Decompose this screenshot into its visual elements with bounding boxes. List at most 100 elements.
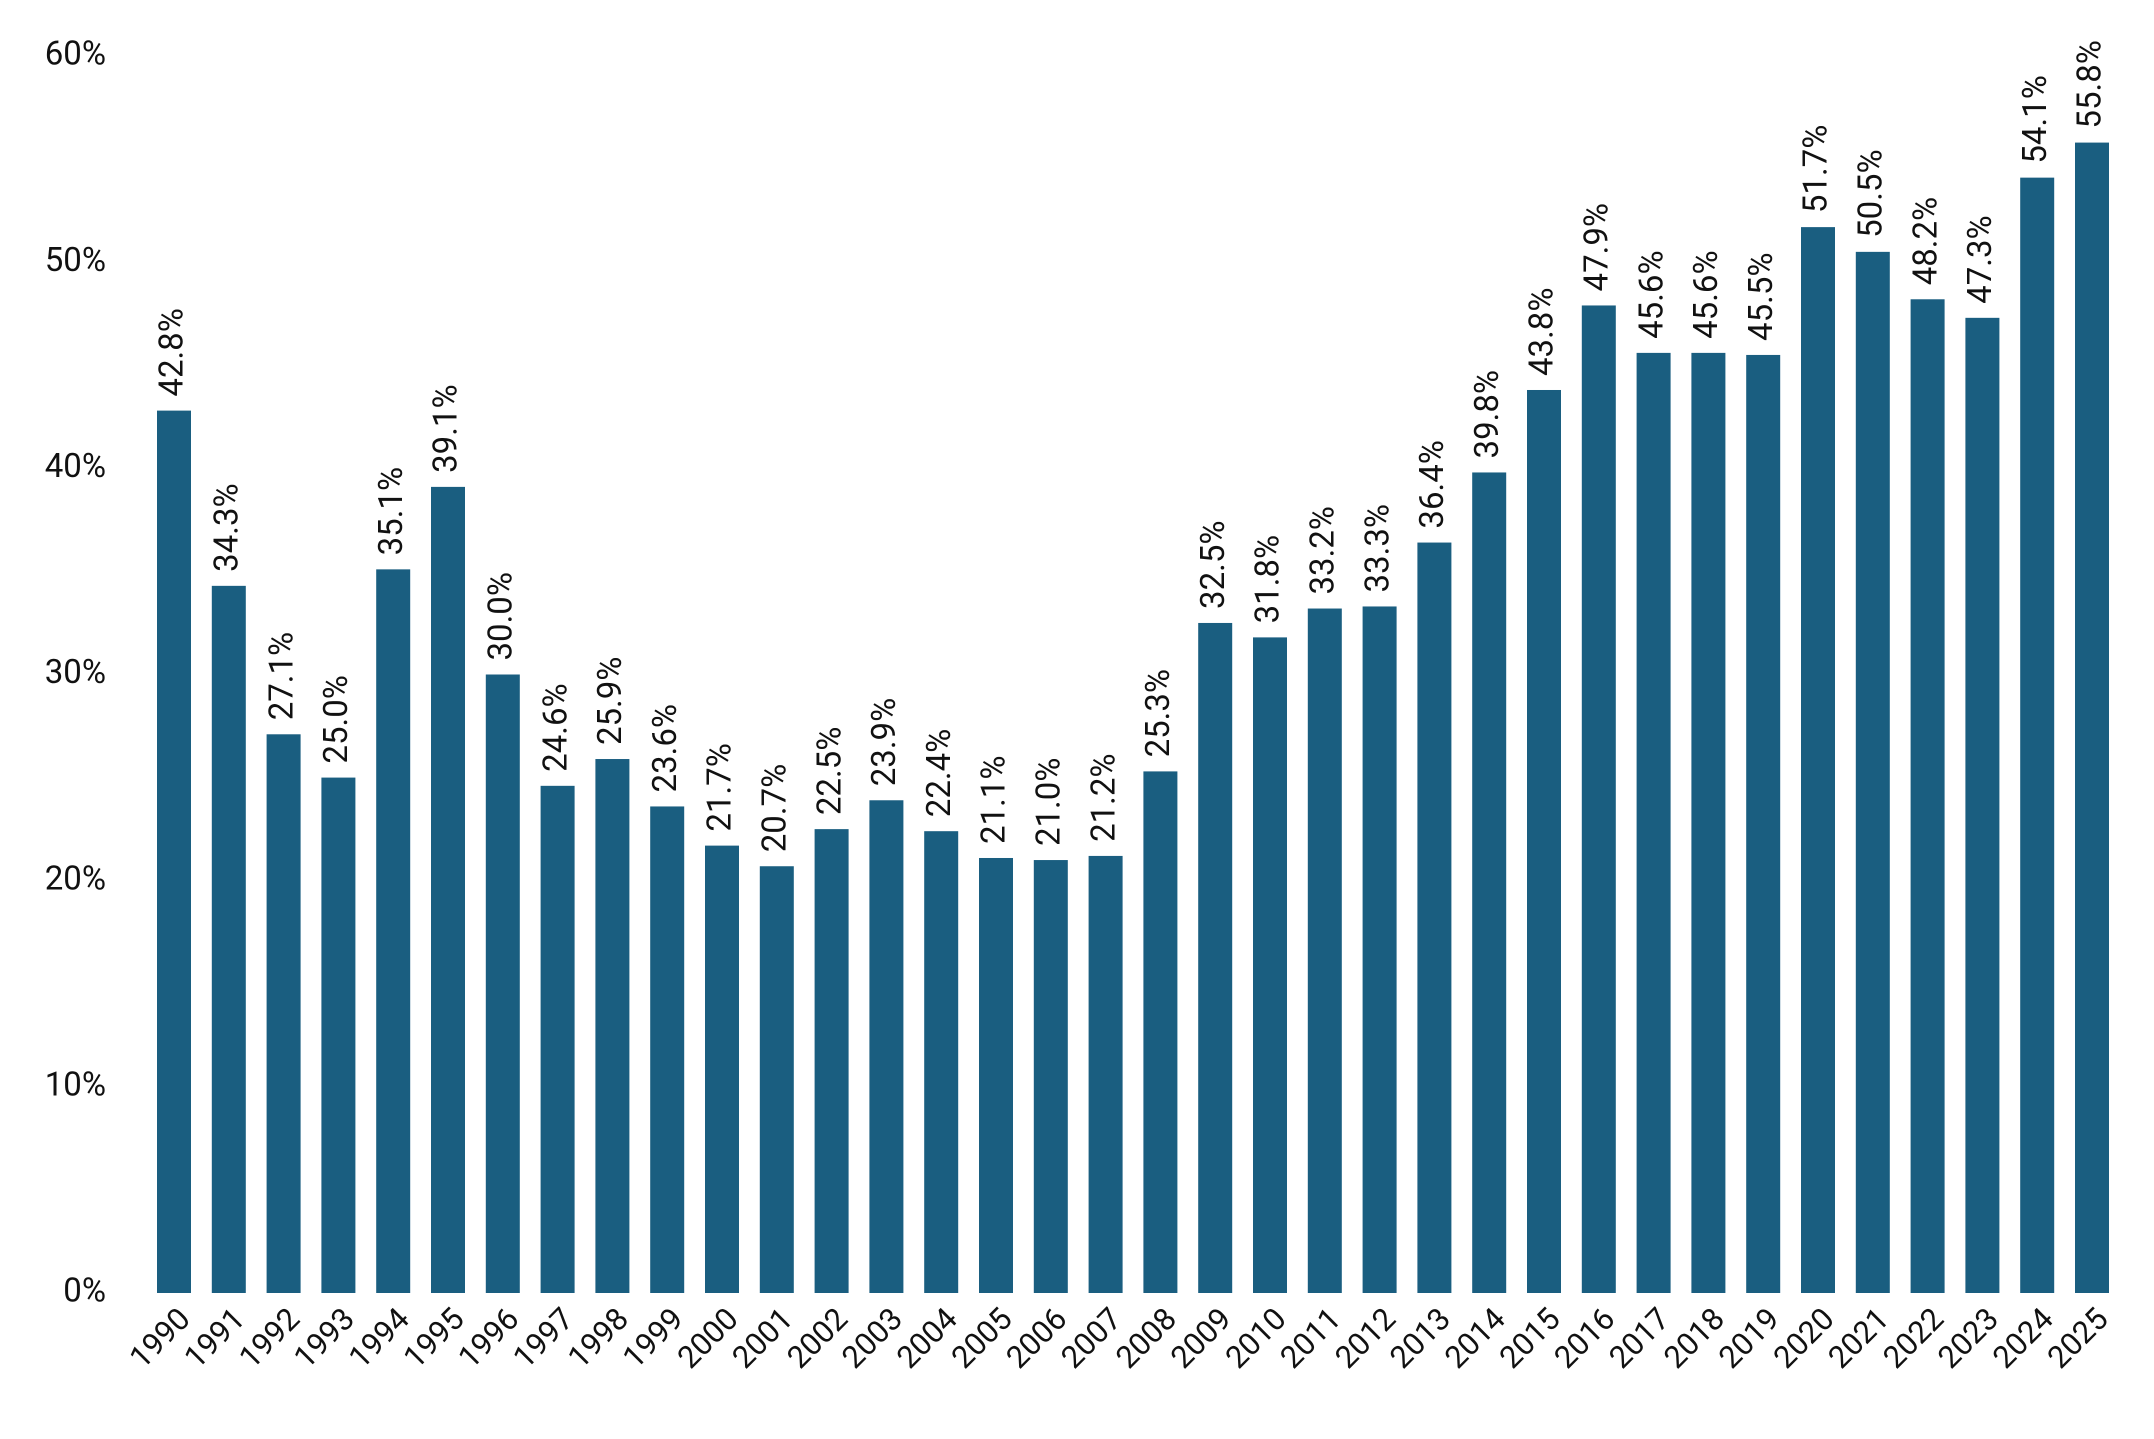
value-label: 36.4% [1413, 440, 1452, 529]
bar [1088, 855, 1123, 1293]
value-label: 21.1% [975, 755, 1014, 844]
value-label: 25.9% [591, 657, 630, 746]
value-label: 47.9% [1578, 203, 1617, 292]
bar [485, 674, 520, 1293]
x-tick-label: 2024 [1985, 1300, 2060, 1375]
bar [211, 585, 246, 1293]
value-label: 35.1% [372, 467, 411, 556]
value-label: 47.3% [1961, 215, 2000, 304]
value-label: 55.8% [2071, 40, 2110, 129]
value-label: 21.0% [1030, 758, 1069, 847]
bar [869, 800, 904, 1293]
value-label: 23.9% [865, 698, 904, 787]
value-label: 25.3% [1139, 669, 1178, 758]
x-tick-label: 2001 [725, 1300, 800, 1375]
y-tick-label: 10% [45, 1066, 106, 1105]
value-label: 22.5% [810, 727, 849, 816]
y-tick-label: 0% [63, 1272, 106, 1311]
x-tick-label: 2016 [1547, 1300, 1622, 1375]
bar [1033, 860, 1068, 1293]
y-tick-label: 60% [45, 35, 106, 74]
x-tick-label: 2021 [1821, 1300, 1896, 1375]
bar [1253, 637, 1287, 1293]
value-label: 24.6% [536, 683, 575, 772]
x-tick-label: 2009 [1163, 1300, 1238, 1375]
value-label: 21.2% [1084, 753, 1123, 842]
value-label: 45.6% [1687, 250, 1726, 339]
bar [1527, 389, 1561, 1293]
x-tick-label: 2000 [670, 1300, 745, 1375]
y-tick-label: 40% [45, 447, 106, 486]
x-tick-label: 2020 [1766, 1300, 1841, 1375]
bar [1417, 542, 1452, 1293]
value-label: 51.7% [1797, 125, 1836, 214]
x-tick-label: 1998 [560, 1300, 635, 1375]
x-tick-label: 1992 [232, 1300, 307, 1375]
bar [1746, 354, 1781, 1294]
x-tick-label: 2014 [1437, 1300, 1512, 1375]
x-tick-label: 2019 [1711, 1300, 1786, 1375]
x-tick-label: 1996 [451, 1300, 526, 1375]
x-tick-label: 2003 [834, 1300, 909, 1375]
bar [1801, 227, 1835, 1294]
x-tick-label: 2011 [1273, 1300, 1348, 1375]
bar [759, 866, 794, 1293]
value-label: 39.1% [427, 384, 466, 473]
x-tick-label: 2004 [889, 1300, 964, 1375]
value-label: 50.5% [1852, 149, 1891, 238]
x-tick-label: 2008 [1108, 1300, 1183, 1375]
bar [979, 857, 1013, 1293]
x-tick-label: 2015 [1492, 1300, 1567, 1375]
value-label: 39.8% [1468, 370, 1507, 459]
value-label: 30.0% [482, 572, 521, 661]
x-tick-label: 1990 [122, 1300, 197, 1375]
value-label: 20.7% [756, 764, 795, 853]
y-tick-label: 50% [45, 241, 106, 280]
value-label: 45.5% [1742, 252, 1781, 341]
x-tick-label: 1997 [506, 1300, 581, 1375]
bar [376, 569, 411, 1293]
x-tick-label: 2023 [1930, 1300, 2005, 1375]
y-tick-label: 30% [45, 653, 106, 692]
value-label: 42.8% [153, 308, 192, 397]
x-tick-label: 2006 [999, 1300, 1074, 1375]
bar [1855, 251, 1890, 1293]
value-label: 31.8% [1249, 535, 1288, 624]
value-label: 48.2% [1906, 197, 1945, 286]
x-tick-label: 2022 [1876, 1300, 1951, 1375]
x-tick-label: 2007 [1054, 1300, 1129, 1375]
bar [540, 785, 575, 1293]
x-tick-label: 1995 [396, 1300, 471, 1375]
x-tick-label: 2013 [1382, 1300, 1457, 1375]
bar [2020, 177, 2055, 1294]
bar [1691, 352, 1726, 1293]
value-label: 27.1% [262, 632, 301, 721]
x-tick-label: 2012 [1328, 1300, 1403, 1375]
value-label: 22.4% [920, 729, 959, 818]
y-tick-label: 20% [45, 859, 106, 898]
bar [266, 734, 301, 1293]
bar [924, 831, 959, 1293]
bar [705, 845, 739, 1293]
x-tick-label: 2005 [944, 1300, 1019, 1375]
bar [157, 410, 191, 1293]
bar [431, 486, 465, 1294]
bar [1581, 305, 1616, 1293]
x-tick-label: 2018 [1656, 1300, 1731, 1375]
bar [595, 759, 630, 1293]
value-label: 34.3% [208, 483, 247, 572]
x-tick-label: 2025 [2040, 1300, 2115, 1375]
bar [1965, 317, 2000, 1293]
x-tick-label: 1994 [341, 1300, 416, 1375]
value-label: 33.3% [1358, 504, 1397, 593]
x-tick-label: 1999 [615, 1300, 690, 1375]
bar [321, 777, 356, 1293]
x-tick-label: 2017 [1602, 1300, 1677, 1375]
x-tick-label: 2002 [780, 1300, 855, 1375]
bar [814, 829, 849, 1293]
bar [1362, 606, 1397, 1293]
bar [1636, 352, 1671, 1293]
value-label: 33.2% [1304, 506, 1343, 595]
x-tick-label: 2010 [1218, 1300, 1293, 1375]
bar [1143, 771, 1178, 1293]
